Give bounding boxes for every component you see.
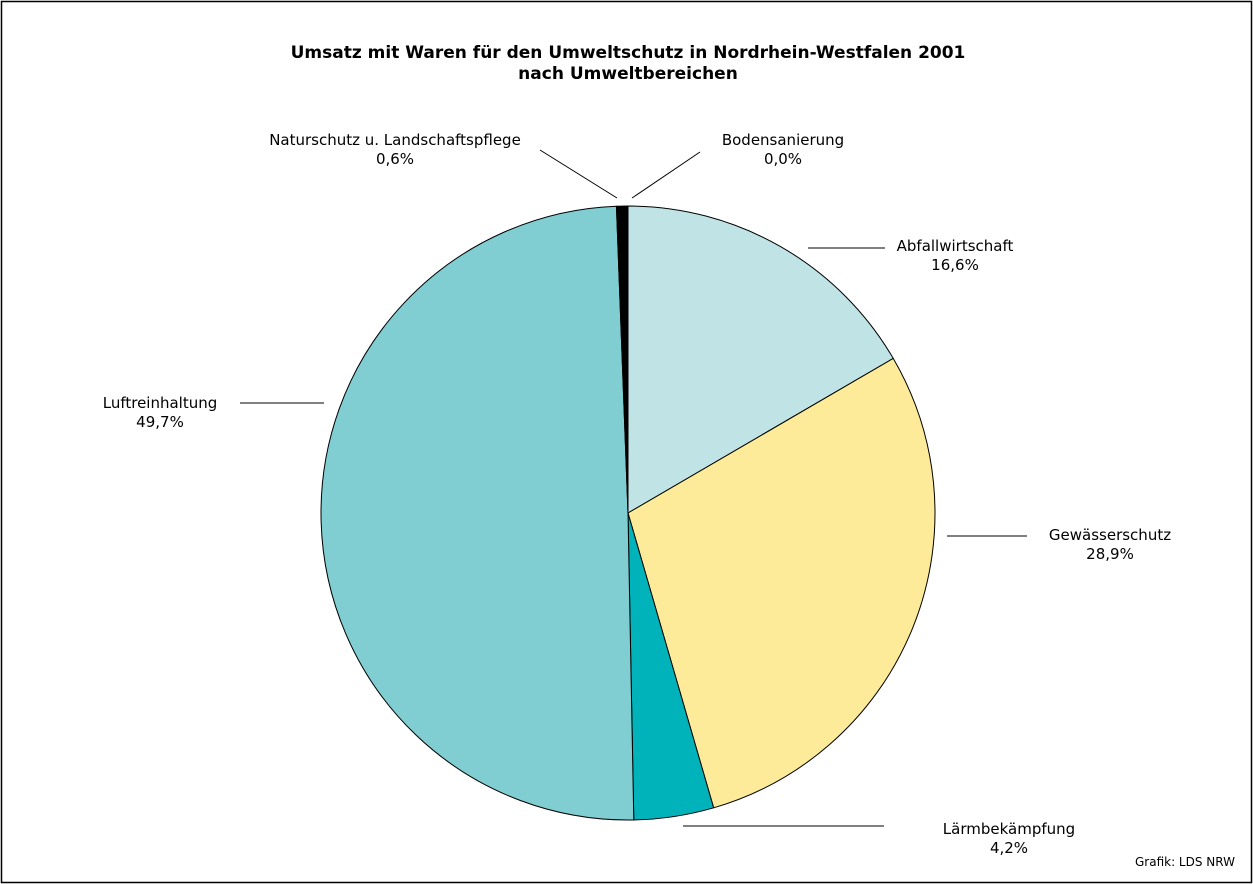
slice-label: Lärmbekämpfung [943, 820, 1075, 838]
value-label: 16,6% [931, 256, 979, 274]
value-label: 0,6% [376, 150, 414, 168]
pie-slice [320, 205, 635, 821]
slice-label: Bodensanierung [722, 131, 844, 149]
slice-label: Luftreinhaltung [103, 394, 218, 412]
value-label: 0,0% [764, 150, 802, 168]
value-label: 49,7% [136, 413, 184, 431]
source: Grafik: LDS NRW [1135, 855, 1235, 869]
slice-label: Naturschutz u. Landschaftspflege [269, 131, 521, 149]
slice-label: Gewässerschutz [1049, 526, 1171, 544]
chart-subtitle: nach Umweltbereichen [518, 64, 738, 84]
chart-title: Umsatz mit Waren für den Umweltschutz in… [291, 43, 966, 63]
value-label: 28,9% [1086, 545, 1134, 563]
leader-line [631, 151, 701, 199]
slice-label: Abfallwirtschaft [897, 237, 1014, 255]
leader-line [539, 149, 618, 199]
pie-slice [627, 205, 894, 514]
pie-slice [615, 205, 629, 514]
pie-slice [627, 357, 936, 809]
value-label: 4,2% [990, 839, 1028, 857]
